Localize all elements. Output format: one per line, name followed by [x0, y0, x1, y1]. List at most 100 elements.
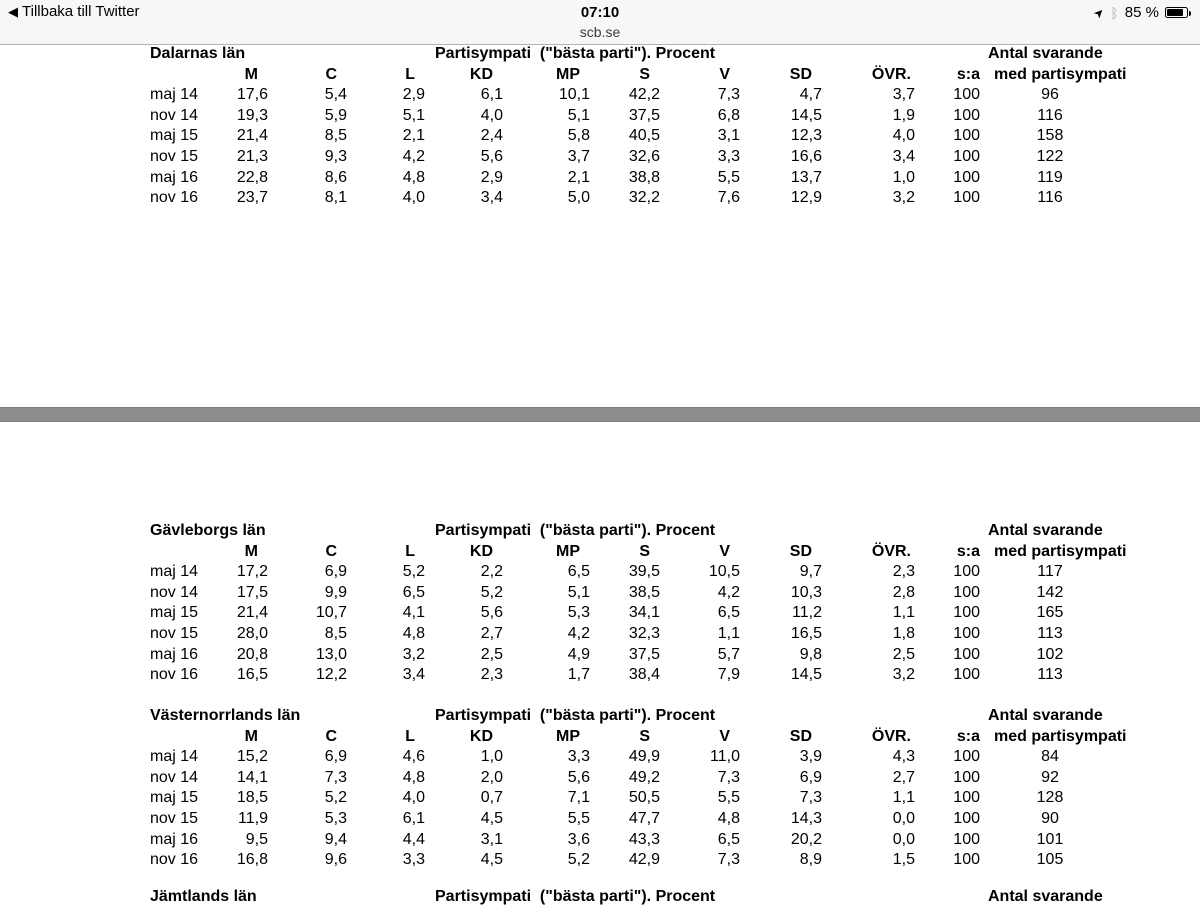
- cell: 102: [1036, 645, 1064, 663]
- column-header: KD: [469, 727, 493, 745]
- cell: 1,1: [892, 604, 915, 622]
- cell: 100: [953, 106, 980, 124]
- cell: 5,1: [567, 106, 590, 124]
- table-row: nov 14 14,1 7,3 4,8 2,0 5,6 49,2 7,3 6,9 2,7 100 92: [150, 768, 1120, 789]
- cell: 3,1: [717, 127, 740, 145]
- battery-icon: [1165, 7, 1191, 18]
- table-row: nov 15 11,9 5,3 6,1 4,5 5,5 47,7 4,8 14,3 0,0 100 9…: [150, 809, 1120, 830]
- cell: 100: [953, 583, 980, 601]
- row-label: maj 14: [150, 86, 199, 104]
- cell: 100: [953, 748, 980, 766]
- cell: 2,7: [480, 624, 503, 642]
- cell: 2,5: [480, 645, 503, 663]
- cell: 6,9: [324, 563, 347, 581]
- row-label: nov 16: [150, 851, 199, 869]
- page-url[interactable]: scb.se: [579, 24, 621, 40]
- cell: 4,5: [480, 851, 503, 869]
- cell: 13,0: [315, 645, 347, 663]
- county-section: Dalarnas län Partisympati ("bästa parti")…: [150, 44, 1127, 209]
- cell: 5,6: [480, 604, 503, 622]
- county-section: Jämtlands län Partisympati ("bästa parti"…: [150, 887, 1120, 908]
- county-section: Gävleborgs län Partisympati ("bästa parti…: [150, 521, 1126, 686]
- cell: 100: [953, 563, 980, 581]
- cell: 3,1: [480, 830, 503, 848]
- table-row: nov 16 16,5 12,2 3,4 2,3 1,7 38,4 7,9 14,5 3,2 100…: [150, 665, 1120, 686]
- cell: 5,5: [567, 809, 590, 827]
- cell: 32,2: [628, 189, 660, 207]
- table-row: nov 15 21,3 9,3 4,2 5,6 3,7 32,6 3,3 16,6 3,4 100 1…: [150, 147, 1120, 168]
- column-header: L: [405, 542, 415, 560]
- battery-fill: [1167, 9, 1183, 16]
- cell: 4,0: [480, 106, 503, 124]
- cell: 8,5: [324, 127, 347, 145]
- county-name: Jämtlands län: [150, 888, 257, 905]
- cell: 2,3: [480, 666, 503, 684]
- cell: 47,7: [628, 809, 660, 827]
- cell: 0,0: [892, 809, 915, 827]
- row-label: nov 15: [150, 624, 199, 642]
- cell: 4,8: [402, 624, 425, 642]
- back-to-twitter-button[interactable]: ◀ Tillbaka till Twitter: [8, 3, 140, 20]
- chevron-left-icon: ◀: [8, 4, 18, 19]
- cell: 3,2: [402, 645, 425, 663]
- cell: 38,8: [628, 168, 660, 186]
- cell: 158: [1036, 127, 1064, 145]
- cell: 12,2: [315, 666, 347, 684]
- cell: 5,4: [324, 86, 347, 104]
- cell: 100: [953, 830, 980, 848]
- respondents-heading: Antal svarande: [988, 888, 1103, 905]
- cell: 11,9: [238, 809, 268, 827]
- column-header: med partisympati: [994, 65, 1127, 83]
- table-row: nov 16 23,7 8,1 4,0 3,4 5,0 32,2 7,6 12,9 3,2 100 1…: [150, 188, 1120, 209]
- cell: 5,2: [567, 851, 590, 869]
- cell: 6,8: [717, 106, 740, 124]
- cell: 16,6: [790, 147, 822, 165]
- cell: 113: [1037, 624, 1063, 642]
- column-header: SD: [789, 542, 812, 560]
- cell: 4,0: [402, 789, 425, 807]
- status-icons: ➤ ᛒ 85 %: [1091, 4, 1191, 21]
- column-header: V: [719, 542, 730, 560]
- cell: 5,2: [480, 583, 503, 601]
- cell: 37,5: [628, 645, 660, 663]
- column-header: ÖVR.: [871, 727, 911, 745]
- cell: 3,3: [567, 748, 590, 766]
- cell: 9,6: [324, 851, 347, 869]
- cell: 116: [1037, 106, 1063, 124]
- cell: 1,8: [892, 624, 915, 642]
- cell: 3,7: [567, 147, 590, 165]
- cell: 1,9: [892, 106, 915, 124]
- cell: 4,5: [480, 809, 503, 827]
- cell: 119: [1037, 168, 1063, 186]
- row-label: nov 15: [150, 809, 199, 827]
- cell: 3,2: [892, 189, 915, 207]
- column-header: s:a: [956, 727, 980, 745]
- cell: 49,2: [628, 768, 660, 786]
- cell: 37,5: [628, 106, 660, 124]
- cell: 34,1: [628, 604, 660, 622]
- cell: 11,0: [710, 748, 740, 766]
- cell: 1,7: [567, 666, 590, 684]
- section-header: Dalarnas län Partisympati ("bästa parti")…: [150, 44, 1120, 65]
- cell: 32,3: [628, 624, 660, 642]
- column-header: ÖVR.: [871, 65, 911, 83]
- cell: 5,1: [567, 583, 590, 601]
- column-header: C: [325, 65, 337, 83]
- cell: 4,6: [402, 748, 425, 766]
- cell: 9,9: [324, 583, 347, 601]
- cell: 20,8: [236, 645, 268, 663]
- cell: 4,2: [402, 147, 425, 165]
- cell: 9,8: [799, 645, 822, 663]
- cell: 122: [1036, 147, 1064, 165]
- cell: 92: [1041, 768, 1059, 786]
- column-header: C: [325, 542, 337, 560]
- cell: 3,7: [892, 86, 915, 104]
- table-subtitle: Partisympati ("bästa parti"). Procent: [435, 707, 716, 724]
- cell: 7,9: [717, 666, 740, 684]
- cell: 6,5: [402, 583, 425, 601]
- cell: 11,2: [792, 604, 822, 622]
- column-header: MP: [556, 542, 580, 560]
- cell: 6,5: [567, 563, 590, 581]
- cell: 100: [953, 809, 980, 827]
- cell: 4,0: [402, 189, 425, 207]
